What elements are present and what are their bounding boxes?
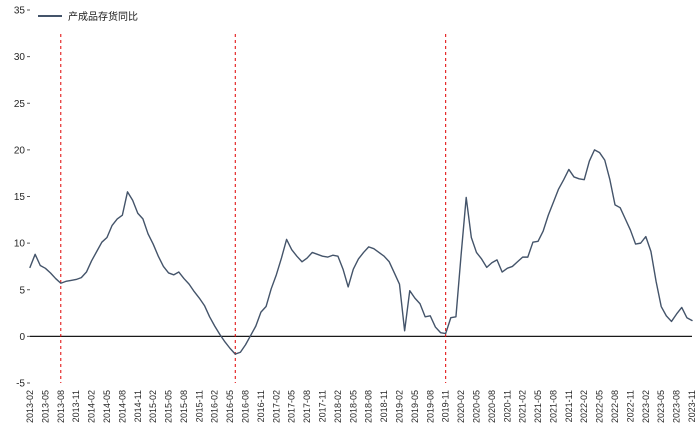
y-tick-label: 0	[19, 332, 25, 343]
x-tick-label: 2021-05	[533, 390, 543, 423]
legend-label: 产成品存货同比	[68, 12, 138, 23]
x-tick-label: 2015-08	[179, 390, 189, 423]
x-tick-label: 2022-08	[610, 390, 620, 423]
y-tick-label: 35	[14, 6, 26, 17]
x-tick-label: 2023-02	[641, 390, 651, 423]
y-tick-label: 5	[19, 285, 25, 296]
x-tick-label: 2019-08	[425, 390, 435, 423]
x-tick-label: 2018-11	[379, 390, 389, 422]
x-tick-label: 2018-05	[348, 390, 358, 423]
x-tick-label: 2020-02	[456, 390, 466, 423]
x-tick-label: 2013-02	[25, 390, 35, 423]
x-tick-label: 2020-05	[471, 390, 481, 423]
y-tick-label: 20	[14, 145, 26, 156]
x-tick-label: 2019-11	[441, 390, 451, 422]
series-line	[29, 149, 693, 355]
x-tick-label: 2017-02	[271, 390, 281, 423]
x-tick-label: 2021-02	[518, 390, 528, 423]
x-tick-label: 2019-02	[394, 390, 404, 423]
x-tick-label: 2019-05	[410, 390, 420, 423]
x-tick-label: 2014-08	[117, 390, 127, 423]
x-tick-label: 2013-11	[71, 390, 81, 422]
x-tick-label: 2018-02	[333, 390, 343, 423]
x-tick-label: 2017-08	[302, 390, 312, 423]
y-tick-label: -5	[16, 379, 25, 390]
x-tick-label: 2015-05	[164, 390, 174, 423]
x-tick-label: 2021-11	[564, 390, 574, 422]
x-tick-label: 2016-05	[225, 390, 235, 423]
y-tick-label: 30	[14, 52, 26, 63]
x-tick-label: 2017-11	[318, 390, 328, 422]
x-tick-label: 2013-08	[56, 390, 66, 423]
x-tick-label: 2022-05	[595, 390, 605, 423]
chart-legend: 产成品存货同比	[38, 8, 138, 23]
legend-line-swatch	[38, 14, 62, 17]
y-tick-label: 15	[14, 192, 26, 203]
y-tick-label: 10	[14, 239, 26, 250]
x-tick-label: 2013-05	[40, 390, 50, 423]
x-tick-label: 2014-05	[102, 390, 112, 423]
x-tick-label: 2023-11	[687, 390, 697, 422]
x-tick-label: 2023-05	[656, 390, 666, 423]
x-tick-label: 2016-08	[241, 390, 251, 423]
x-tick-label: 2023-08	[672, 390, 682, 423]
x-tick-label: 2021-08	[548, 390, 558, 423]
x-tick-label: 2020-08	[487, 390, 497, 423]
x-tick-label: 2020-11	[502, 390, 512, 422]
y-tick-label: 25	[14, 99, 26, 110]
x-tick-label: 2015-02	[148, 390, 158, 423]
x-tick-label: 2018-08	[364, 390, 374, 423]
x-tick-label: 2016-02	[210, 390, 220, 423]
x-tick-label: 2022-02	[579, 390, 589, 423]
x-tick-label: 2017-05	[287, 390, 297, 423]
x-tick-label: 2022-11	[625, 390, 635, 422]
x-tick-label: 2014-02	[87, 390, 97, 423]
x-tick-label: 2015-11	[194, 390, 204, 422]
x-tick-label: 2016-11	[256, 390, 266, 422]
x-tick-label: 2014-11	[133, 390, 143, 422]
